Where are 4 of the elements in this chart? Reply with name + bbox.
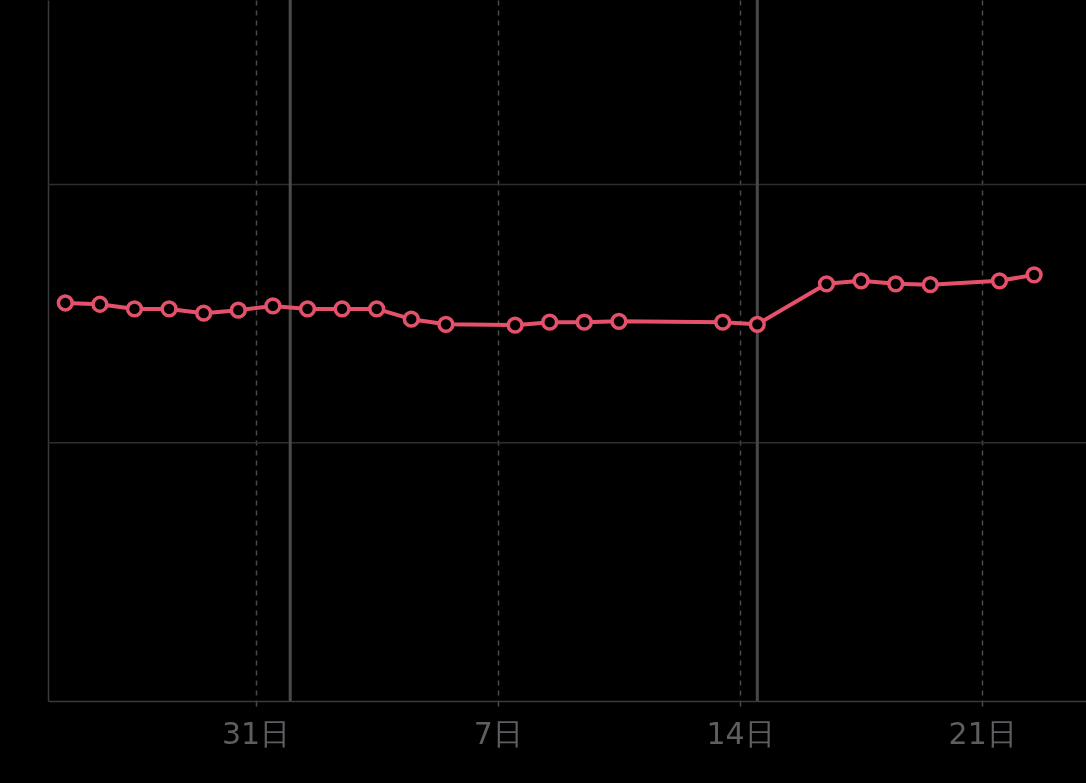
x-tick-label: 21日 (948, 715, 1017, 751)
x-tick-label: 14日 (706, 715, 775, 751)
x-tick-label: 31日 (222, 715, 291, 751)
x-tick-label: 7日 (473, 715, 523, 751)
